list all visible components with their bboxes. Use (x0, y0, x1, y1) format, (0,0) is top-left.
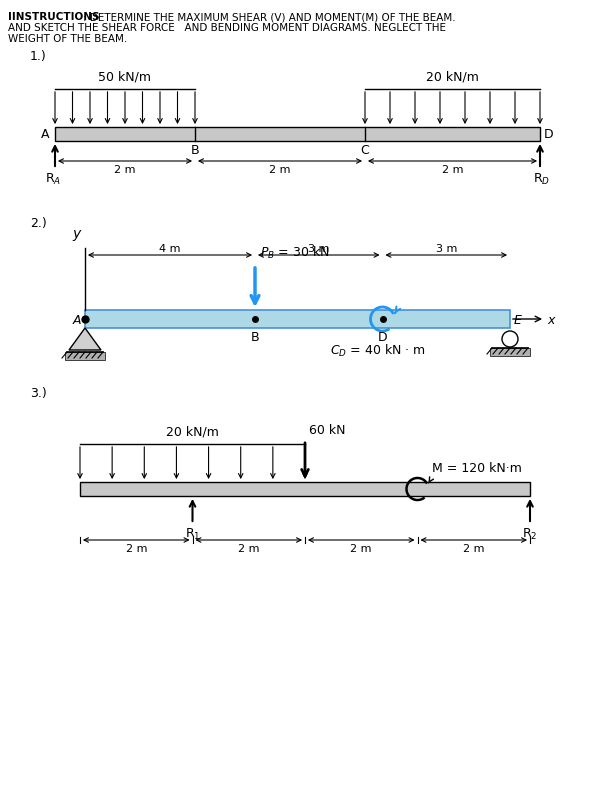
Bar (80, 483, 530, 496)
Text: D: D (544, 127, 554, 140)
Bar (85, 311, 510, 328)
Text: 1.): 1.) (30, 50, 46, 63)
Text: B: B (251, 331, 259, 344)
Text: 20 kN/m: 20 kN/m (166, 426, 219, 439)
Text: E: E (514, 313, 522, 326)
Text: 60 kN: 60 kN (309, 423, 346, 436)
Text: A: A (73, 313, 81, 326)
Text: 2.): 2.) (30, 217, 46, 230)
Text: 2 m: 2 m (350, 543, 372, 553)
Text: 2 m: 2 m (463, 543, 485, 553)
Text: 2 m: 2 m (238, 543, 259, 553)
Circle shape (502, 332, 518, 348)
Text: 3 m: 3 m (308, 243, 330, 254)
Text: x: x (547, 313, 554, 326)
Text: 3 m: 3 m (436, 243, 457, 254)
Text: y: y (72, 227, 80, 241)
Text: M = 120 kN·m: M = 120 kN·m (432, 461, 522, 474)
Text: R$_1$: R$_1$ (185, 526, 200, 542)
Text: 20 kN/m: 20 kN/m (426, 70, 479, 83)
Text: 2 m: 2 m (442, 165, 463, 175)
Text: 2 m: 2 m (269, 165, 291, 175)
Text: R$_A$: R$_A$ (45, 172, 61, 187)
Bar (65, 353, 105, 361)
Text: B: B (191, 144, 199, 157)
Text: C: C (361, 144, 370, 157)
Text: $C_D$ = 40 kN · m: $C_D$ = 40 kN · m (330, 342, 426, 358)
Text: 50 kN/m: 50 kN/m (98, 70, 151, 83)
Bar (490, 349, 530, 357)
Text: 3.): 3.) (30, 387, 46, 400)
Text: $P_B$ = 30 kN: $P_B$ = 30 kN (260, 245, 330, 260)
Text: 2 m: 2 m (114, 165, 136, 175)
Text: R$_D$: R$_D$ (533, 172, 551, 187)
Text: WEIGHT OF THE BEAM.: WEIGHT OF THE BEAM. (8, 34, 128, 44)
Text: : DETERMINE THE MAXIMUM SHEAR (V) AND MOMENT(M) OF THE BEAM.: : DETERMINE THE MAXIMUM SHEAR (V) AND MO… (83, 12, 455, 22)
Text: IINSTRUCTIONS: IINSTRUCTIONS (8, 12, 100, 22)
Text: AND SKETCH THE SHEAR FORCE   AND BENDING MOMENT DIAGRAMS. NEGLECT THE: AND SKETCH THE SHEAR FORCE AND BENDING M… (8, 23, 446, 33)
Text: D: D (378, 331, 387, 344)
Bar (55, 128, 540, 142)
Text: 2 m: 2 m (126, 543, 147, 553)
Text: A: A (41, 127, 49, 140)
Text: 4 m: 4 m (159, 243, 181, 254)
Polygon shape (69, 328, 101, 350)
Text: R$_2$: R$_2$ (522, 526, 538, 542)
